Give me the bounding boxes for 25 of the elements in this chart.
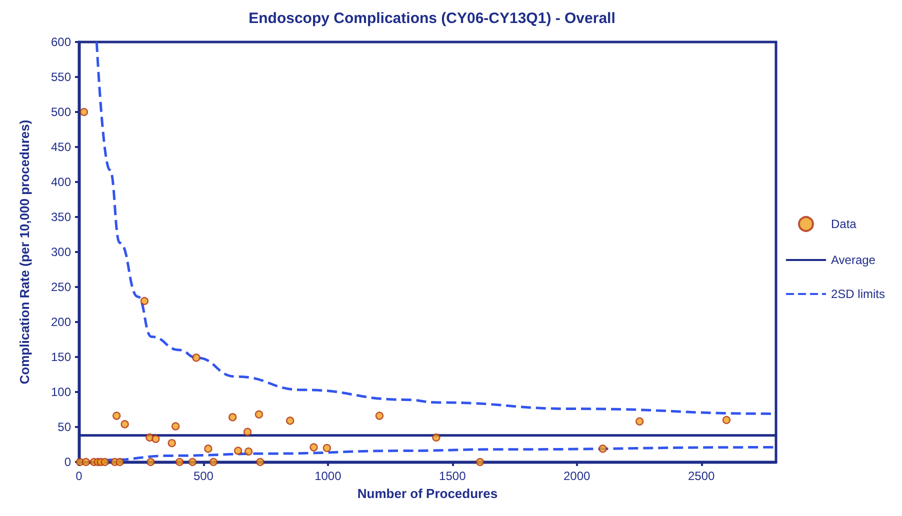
y-tick-label: 350 (50, 210, 72, 224)
x-tick-label: 2000 (564, 469, 591, 483)
y-tick-label: 100 (50, 385, 72, 399)
x-axis-title: Number of Procedures (357, 486, 498, 501)
x-tick-label: 2500 (688, 469, 715, 483)
y-tick-label: 450 (50, 140, 72, 154)
y-tick-label: 150 (50, 350, 72, 364)
y-tick-label: 600 (50, 35, 72, 49)
x-tick-label: 1000 (314, 469, 342, 483)
y-tick-label: 550 (50, 70, 72, 84)
chart-title: Endoscopy Complications (CY06-CY13Q1) - Overall (248, 10, 616, 27)
y-tick-label: 400 (50, 175, 72, 189)
legend-label: Data (830, 217, 857, 231)
y-axis-title: Complication Rate (per 10,000 procedures) (17, 120, 32, 384)
x-tick-label: 0 (76, 469, 83, 483)
y-tick-label: 50 (58, 420, 72, 434)
y-tick-label: 300 (50, 245, 72, 259)
x-tick-label: 1500 (439, 469, 466, 483)
y-tick-label: 200 (50, 315, 72, 329)
y-tick-label: 500 (50, 105, 72, 119)
x-tick-label: 500 (193, 469, 214, 483)
y-tick-label: 0 (64, 455, 72, 469)
legend-label: 2SD limits (830, 287, 886, 301)
legend-label: Average (830, 253, 876, 267)
y-tick-label: 250 (50, 280, 72, 294)
